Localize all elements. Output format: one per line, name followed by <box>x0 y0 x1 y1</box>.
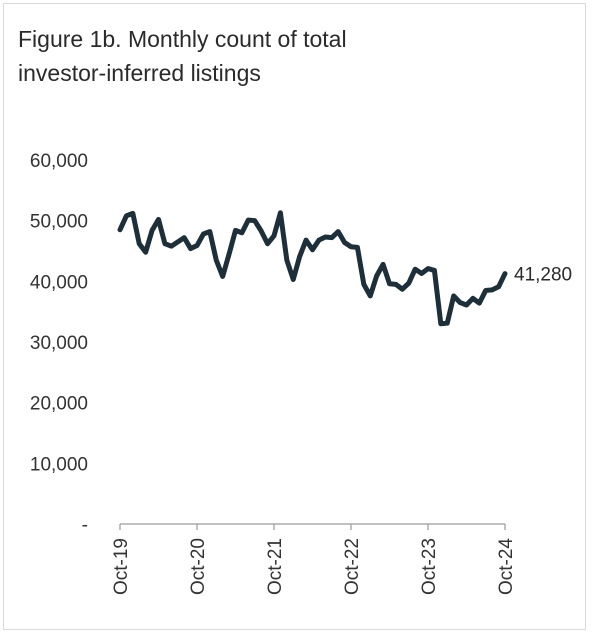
y-tick-label: 10,000 <box>30 454 88 475</box>
y-tick-label: - <box>82 515 88 536</box>
chart-card: Figure 1b. Monthly count of total invest… <box>3 3 586 630</box>
series-line <box>117 210 508 327</box>
y-tick-label: 60,000 <box>30 151 88 172</box>
x-tick-label: Oct-23 <box>419 538 440 595</box>
y-tick-label: 40,000 <box>30 272 88 293</box>
x-tick-label: Oct-19 <box>111 538 132 595</box>
y-axis-ticks: - 10,000 20,000 30,000 40,000 50,000 60,000 <box>30 151 88 536</box>
y-tick-label: 30,000 <box>30 333 88 354</box>
x-tick-label: Oct-20 <box>188 538 209 595</box>
x-tick-label: Oct-22 <box>342 538 363 595</box>
series-group <box>117 210 508 327</box>
chart-title: Figure 1b. Monthly count of total invest… <box>18 22 558 90</box>
chart-title-line-2: investor-inferred listings <box>18 60 261 86</box>
x-tick-label: Oct-24 <box>496 538 517 595</box>
x-tick-label: Oct-21 <box>265 538 286 595</box>
data-labels: 41,280 <box>514 265 572 286</box>
x-axis: Oct-19 Oct-20 Oct-21 Oct-22 Oct-23 Oct-24 <box>111 523 517 595</box>
end-value-label: 41,280 <box>514 265 572 286</box>
y-tick-label: 20,000 <box>30 394 88 415</box>
y-tick-label: 50,000 <box>30 212 88 233</box>
chart-title-line-1: Figure 1b. Monthly count of total <box>18 26 347 52</box>
